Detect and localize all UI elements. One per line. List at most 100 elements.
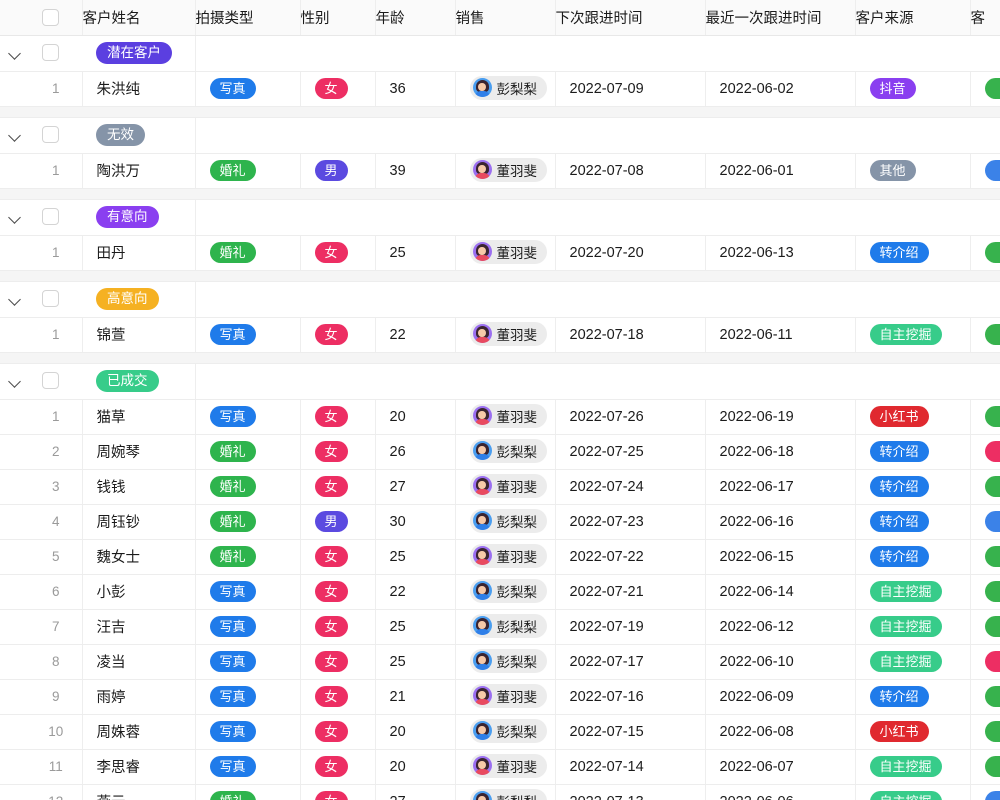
cell-last-followup[interactable]: 2022-06-13	[705, 235, 856, 271]
cell-gender[interactable]: 女	[300, 434, 376, 470]
header-last-followup[interactable]: 最近一次跟进时间	[705, 0, 856, 36]
cell-shoot-type[interactable]: 写真	[195, 399, 301, 435]
cell-sales[interactable]: 董羽斐	[455, 679, 556, 715]
header-name[interactable]: 客户姓名	[82, 0, 196, 36]
cell-customer-name[interactable]: 猫草	[82, 399, 196, 435]
cell-customer-source[interactable]: 小红书	[855, 399, 971, 435]
cell-truncated-status[interactable]	[970, 574, 1000, 610]
cell-next-followup[interactable]: 2022-07-26	[555, 399, 706, 435]
cell-shoot-type[interactable]: 婚礼	[195, 784, 301, 800]
cell-gender[interactable]: 男	[300, 504, 376, 540]
row-drag-handle[interactable]	[0, 153, 30, 189]
row-drag-handle[interactable]	[0, 235, 30, 271]
cell-age[interactable]: 27	[375, 784, 456, 800]
header-select-all-cell[interactable]	[30, 0, 83, 36]
cell-customer-name[interactable]: 汪吉	[82, 609, 196, 645]
cell-customer-source[interactable]: 转介绍	[855, 469, 971, 505]
cell-customer-source[interactable]: 转介绍	[855, 434, 971, 470]
table-row[interactable]: 1 锦萱 写真 女 22 董羽斐 2022-07-18 2022-06-11 自主挖掘	[0, 317, 1000, 353]
cell-customer-source[interactable]: 其他	[855, 153, 971, 189]
table-row[interactable]: 4 周钰钞 婚礼 男 30 彭梨梨 2022-07-23 2022-06-16 转介绍	[0, 504, 1000, 540]
group-select-cell[interactable]	[30, 117, 82, 154]
cell-truncated-status[interactable]	[970, 504, 1000, 540]
cell-sales[interactable]: 彭梨梨	[455, 504, 556, 540]
row-drag-handle[interactable]	[0, 679, 30, 715]
cell-customer-source[interactable]: 自主挖掘	[855, 749, 971, 785]
cell-last-followup[interactable]: 2022-06-06	[705, 784, 856, 800]
cell-next-followup[interactable]: 2022-07-14	[555, 749, 706, 785]
select-all-checkbox[interactable]	[42, 8, 59, 26]
cell-truncated-status[interactable]	[970, 539, 1000, 575]
chevron-down-icon[interactable]	[8, 128, 22, 142]
row-drag-handle[interactable]	[0, 504, 30, 540]
group-checkbox[interactable]	[42, 44, 59, 62]
cell-sales[interactable]: 彭梨梨	[455, 609, 556, 645]
header-customer-source[interactable]: 客户来源	[855, 0, 971, 36]
group-select-cell[interactable]	[30, 35, 82, 72]
cell-gender[interactable]: 女	[300, 784, 376, 800]
cell-gender[interactable]: 男	[300, 153, 376, 189]
cell-truncated-status[interactable]	[970, 609, 1000, 645]
cell-shoot-type[interactable]: 婚礼	[195, 539, 301, 575]
group-collapse-toggle[interactable]	[0, 199, 30, 236]
cell-age[interactable]: 30	[375, 504, 456, 540]
cell-sales[interactable]: 彭梨梨	[455, 71, 556, 107]
cell-gender[interactable]: 女	[300, 609, 376, 645]
cell-sales[interactable]: 董羽斐	[455, 235, 556, 271]
table-row[interactable]: 1 陶洪万 婚礼 男 39 董羽斐 2022-07-08 2022-06-01 其他	[0, 153, 1000, 189]
table-row[interactable]: 12燕云 婚礼 女 27 彭梨梨 2022-07-132022-06-06 自主挖掘	[0, 784, 1000, 800]
group-collapse-toggle[interactable]	[0, 363, 30, 400]
cell-truncated-status[interactable]	[970, 469, 1000, 505]
group-select-cell[interactable]	[30, 363, 82, 400]
table-row[interactable]: 9 雨婷 写真 女 21 董羽斐 2022-07-16 2022-06-09 转介绍	[0, 679, 1000, 715]
table-row[interactable]: 1 田丹 婚礼 女 25 董羽斐 2022-07-20 2022-06-13 转介绍	[0, 235, 1000, 271]
cell-gender[interactable]: 女	[300, 749, 376, 785]
cell-gender[interactable]: 女	[300, 574, 376, 610]
row-drag-handle[interactable]	[0, 574, 30, 610]
cell-last-followup[interactable]: 2022-06-16	[705, 504, 856, 540]
row-drag-handle[interactable]	[0, 399, 30, 435]
group-checkbox[interactable]	[42, 126, 59, 144]
cell-gender[interactable]: 女	[300, 644, 376, 680]
header-sales[interactable]: 销售	[455, 0, 556, 36]
header-truncated[interactable]: 客	[970, 0, 1000, 36]
cell-shoot-type[interactable]: 写真	[195, 749, 301, 785]
row-drag-handle[interactable]	[0, 609, 30, 645]
row-drag-handle[interactable]	[0, 714, 30, 750]
cell-sales[interactable]: 董羽斐	[455, 539, 556, 575]
cell-sales[interactable]: 董羽斐	[455, 399, 556, 435]
cell-customer-source[interactable]: 转介绍	[855, 504, 971, 540]
row-drag-handle[interactable]	[0, 539, 30, 575]
table-row[interactable]: 2 周婉琴 婚礼 女 26 彭梨梨 2022-07-25 2022-06-18 转介绍	[0, 434, 1000, 470]
cell-shoot-type[interactable]: 婚礼	[195, 153, 301, 189]
cell-next-followup[interactable]: 2022-07-21	[555, 574, 706, 610]
cell-sales[interactable]: 董羽斐	[455, 469, 556, 505]
cell-next-followup[interactable]: 2022-07-24	[555, 469, 706, 505]
group-collapse-toggle[interactable]	[0, 35, 30, 72]
cell-truncated-status[interactable]	[970, 714, 1000, 750]
cell-customer-name[interactable]: 周钰钞	[82, 504, 196, 540]
chevron-down-icon[interactable]	[8, 210, 22, 224]
cell-next-followup[interactable]: 2022-07-20	[555, 235, 706, 271]
row-drag-handle[interactable]	[0, 469, 30, 505]
cell-gender[interactable]: 女	[300, 235, 376, 271]
row-drag-handle[interactable]	[0, 317, 30, 353]
cell-truncated-status[interactable]	[970, 317, 1000, 353]
cell-age[interactable]: 20	[375, 749, 456, 785]
cell-customer-source[interactable]: 转介绍	[855, 539, 971, 575]
cell-truncated-status[interactable]	[970, 71, 1000, 107]
cell-next-followup[interactable]: 2022-07-18	[555, 317, 706, 353]
cell-customer-name[interactable]: 周婉琴	[82, 434, 196, 470]
cell-sales[interactable]: 彭梨梨	[455, 574, 556, 610]
cell-customer-name[interactable]: 钱钱	[82, 469, 196, 505]
cell-gender[interactable]: 女	[300, 71, 376, 107]
cell-gender[interactable]: 女	[300, 399, 376, 435]
cell-sales[interactable]: 彭梨梨	[455, 784, 556, 800]
header-shoot-type[interactable]: 拍摄类型	[195, 0, 301, 36]
cell-last-followup[interactable]: 2022-06-10	[705, 644, 856, 680]
cell-customer-source[interactable]: 转介绍	[855, 235, 971, 271]
cell-last-followup[interactable]: 2022-06-01	[705, 153, 856, 189]
cell-last-followup[interactable]: 2022-06-14	[705, 574, 856, 610]
cell-shoot-type[interactable]: 写真	[195, 679, 301, 715]
cell-last-followup[interactable]: 2022-06-12	[705, 609, 856, 645]
